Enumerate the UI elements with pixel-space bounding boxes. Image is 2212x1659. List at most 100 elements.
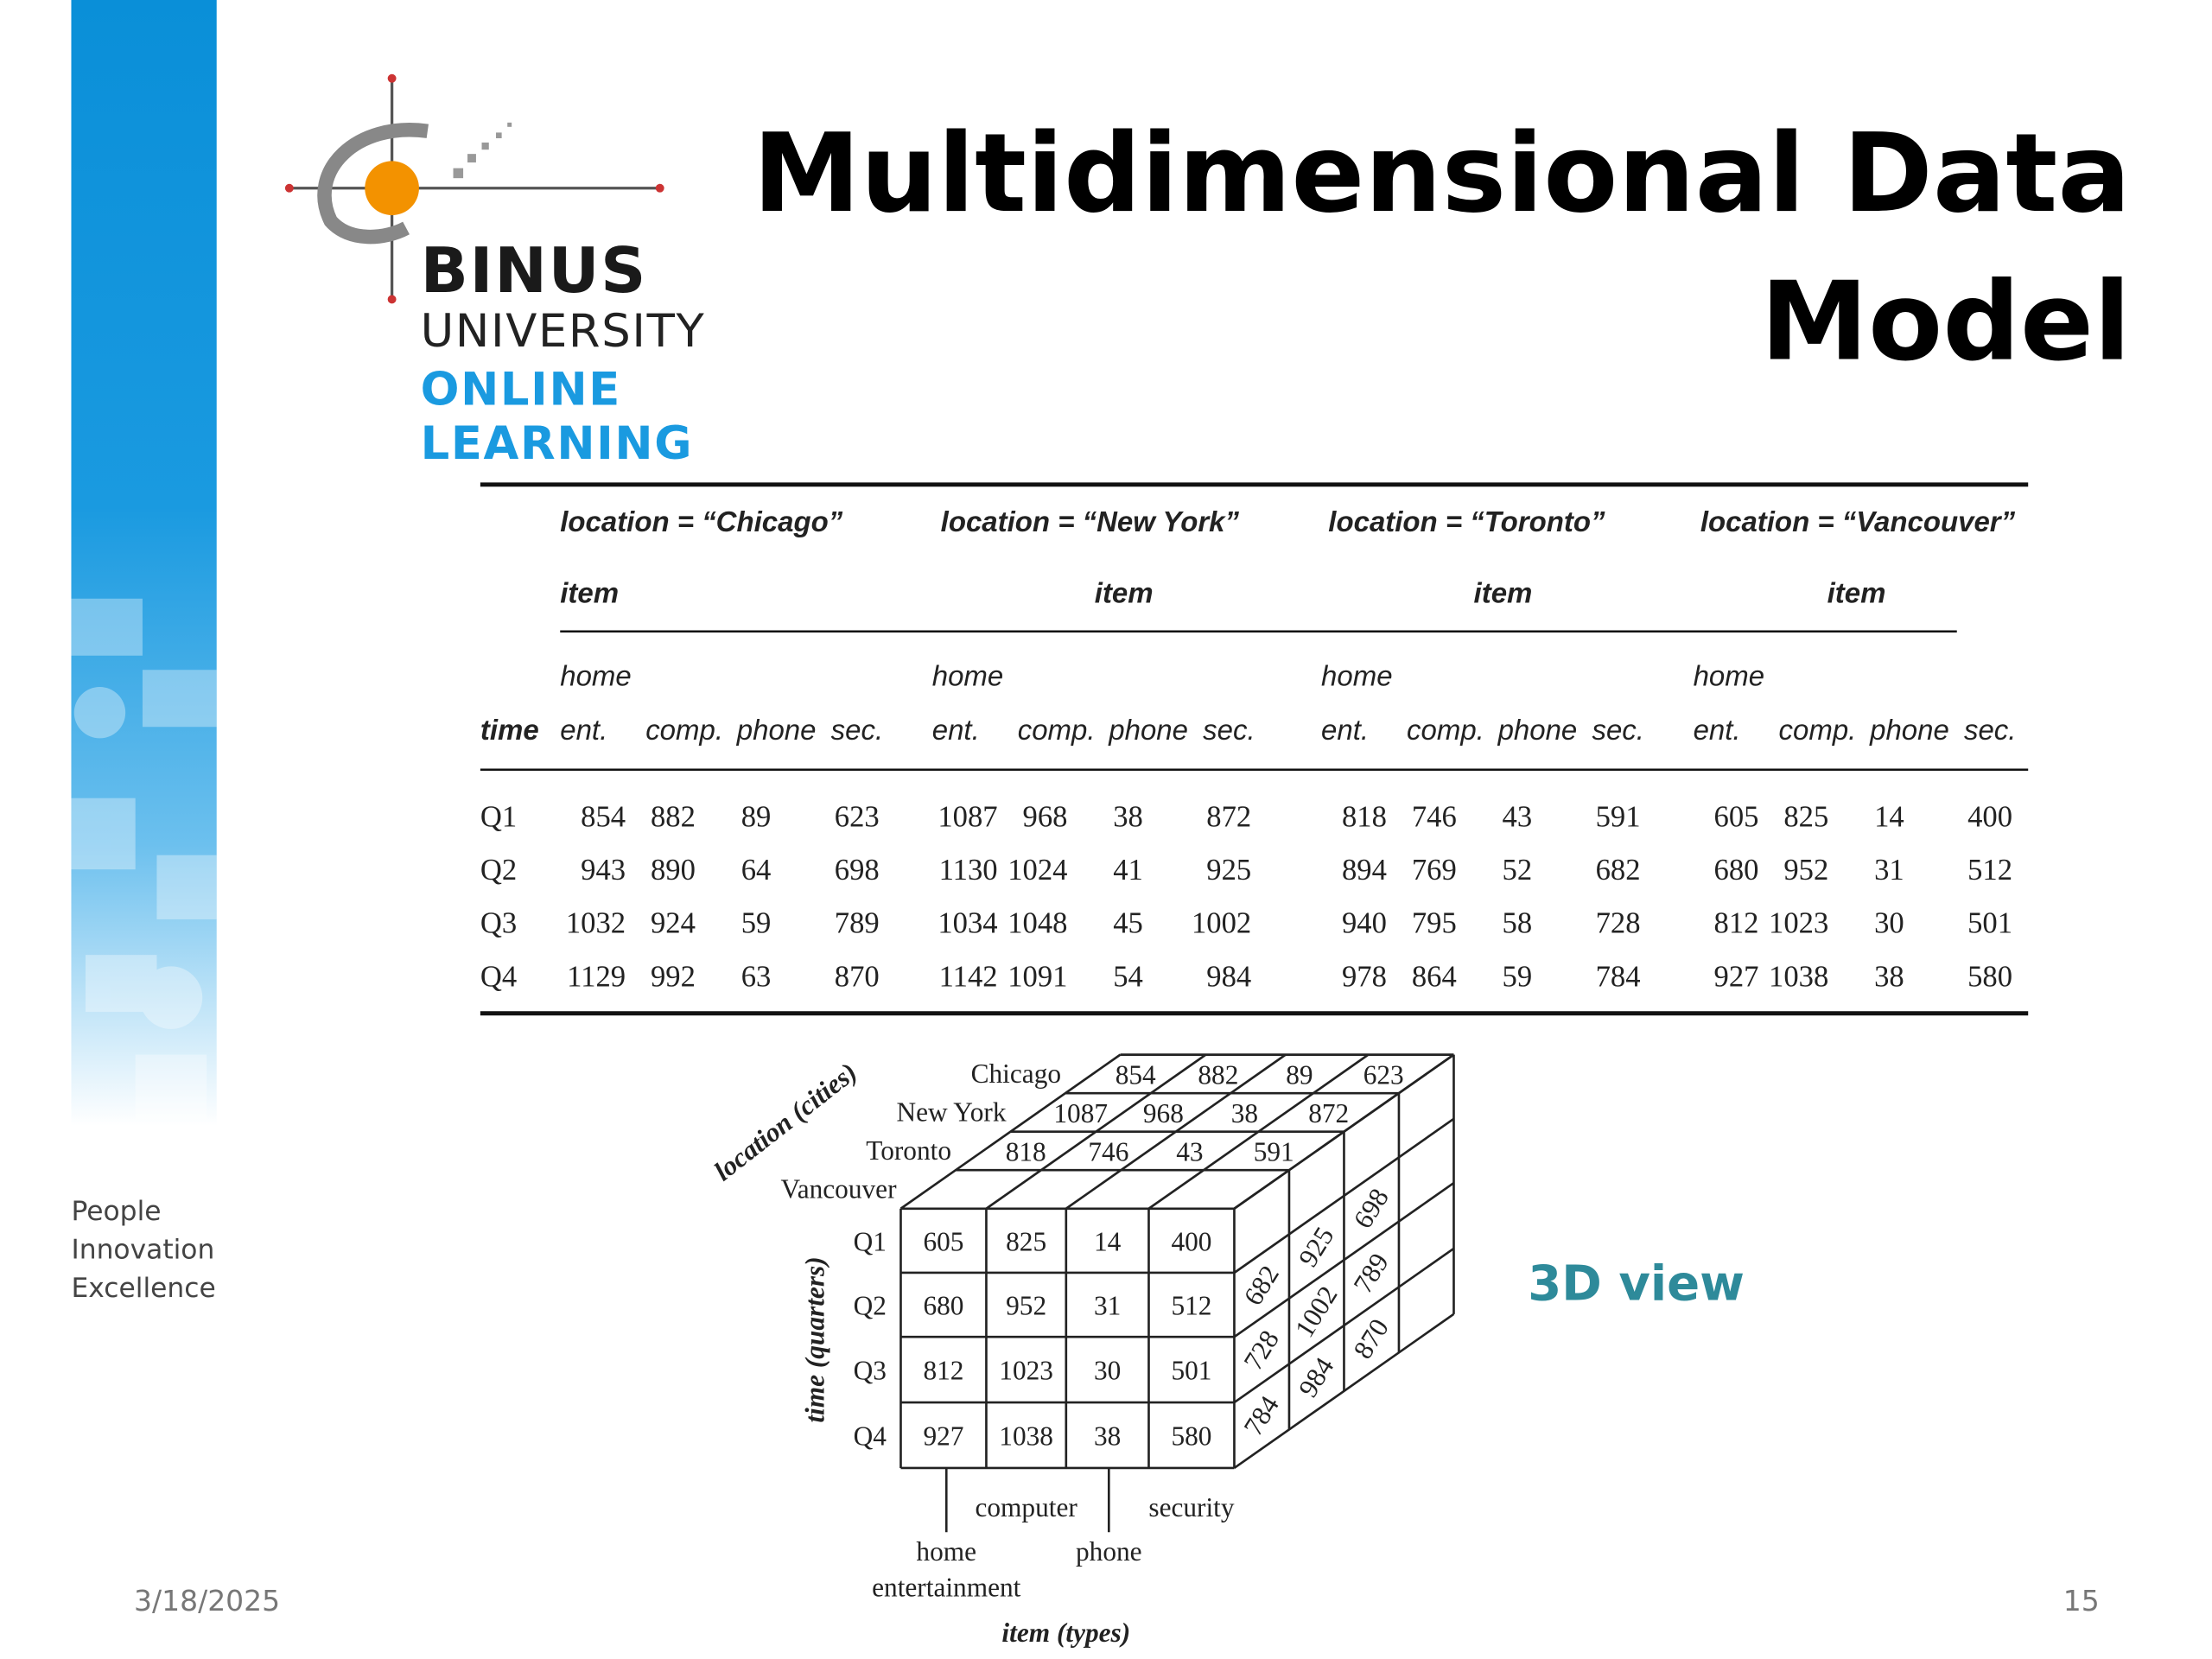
cell: 992: [651, 960, 696, 993]
cube-edge: [1233, 1117, 1455, 1274]
cube-front-value: 927: [923, 1421, 963, 1452]
cell: 63: [741, 960, 772, 993]
cube-top-value: 591: [1254, 1137, 1294, 1167]
item-header: item: [1827, 577, 1886, 609]
row-label: Q1: [480, 801, 517, 834]
cube-edge: [985, 1053, 1207, 1210]
cell: 54: [1113, 960, 1143, 993]
cube-top-value: 89: [1286, 1059, 1313, 1090]
cube-top-value: 854: [1116, 1059, 1156, 1090]
cell: 978: [1342, 960, 1387, 993]
cube-edge: [1065, 1053, 1287, 1210]
cell: 1087: [938, 801, 997, 834]
cell: 89: [741, 801, 772, 834]
column-header: comp.: [1018, 714, 1096, 746]
home-label: home: [932, 659, 1003, 691]
cube-edge: [1233, 1181, 1455, 1338]
column-header: comp.: [1779, 714, 1857, 746]
location-axis: location (cities): [709, 1057, 863, 1186]
city-label: New York: [896, 1096, 1006, 1127]
cube-front-value: 952: [1006, 1291, 1046, 1321]
cube-front-value: 580: [1171, 1421, 1211, 1452]
cell: 501: [1967, 907, 2012, 940]
side-bar: [71, 0, 217, 1127]
cell: 38: [1113, 801, 1143, 834]
tagline: Excellence: [71, 1273, 215, 1304]
cell: 789: [835, 907, 880, 940]
cell: 925: [1206, 854, 1251, 887]
cube-side-value: 698: [1347, 1183, 1395, 1233]
cell: 854: [581, 801, 626, 834]
cell: 894: [1342, 854, 1387, 887]
home-label: home: [1321, 659, 1392, 691]
logo-mark: [284, 73, 664, 304]
cube-edge: [1233, 1247, 1455, 1404]
cell: 59: [1503, 960, 1533, 993]
column-header: phone: [1869, 714, 1949, 746]
cube-edge: [1233, 1053, 1455, 1210]
footer-date: 3/18/2025: [134, 1584, 280, 1618]
logo-text: ONLINE: [421, 363, 621, 416]
quarter-label: Q1: [854, 1226, 887, 1256]
location-header: location = “New York”: [941, 505, 1240, 537]
item-header: item: [560, 577, 619, 609]
cell: 1038: [1769, 960, 1828, 993]
cell: 512: [1967, 854, 2012, 887]
cube-side-value: 925: [1293, 1222, 1340, 1272]
cube-front-value: 825: [1006, 1226, 1046, 1256]
cell: 64: [741, 854, 772, 887]
cube-top-value: 746: [1088, 1137, 1128, 1167]
cube-front-value: 1038: [999, 1421, 1053, 1452]
cube-side-value: 1002: [1289, 1281, 1344, 1343]
item-header: item: [1474, 577, 1533, 609]
item-label: phone: [1076, 1536, 1142, 1567]
location-header: location = “Chicago”: [560, 505, 842, 537]
cell: 795: [1412, 907, 1457, 940]
cell: 812: [1714, 907, 1759, 940]
cube-side-value: 728: [1237, 1325, 1285, 1375]
cell: 1048: [1007, 907, 1067, 940]
cube-top-value: 968: [1143, 1098, 1184, 1128]
cell: 1130: [939, 854, 998, 887]
item-label: entertainment: [872, 1572, 1021, 1602]
city-label: Toronto: [866, 1135, 951, 1166]
item-label: security: [1148, 1492, 1235, 1522]
cube-front-value: 38: [1094, 1421, 1121, 1452]
cube-front-value: 605: [923, 1226, 963, 1256]
cell: 680: [1714, 854, 1759, 887]
cube-edge: [1147, 1053, 1370, 1210]
cell: 1024: [1007, 854, 1067, 887]
cube-front-value: 1023: [999, 1356, 1053, 1386]
cube-side-value: 784: [1237, 1390, 1285, 1441]
logo-text: LEARNING: [421, 417, 694, 470]
column-header: ent.: [1694, 714, 1741, 746]
city-label: Chicago: [971, 1058, 1061, 1089]
city-label: Vancouver: [781, 1173, 898, 1204]
cube-side-value: 984: [1293, 1351, 1340, 1402]
cube-edge: [899, 1053, 1122, 1210]
item-label: computer: [975, 1492, 1077, 1522]
quarter-label: Q3: [854, 1356, 887, 1386]
cell: 968: [1023, 801, 1068, 834]
cell: 952: [1783, 854, 1828, 887]
cell: 58: [1503, 907, 1533, 940]
cell: 1129: [567, 960, 626, 993]
cell: 890: [651, 854, 696, 887]
cell: 1034: [938, 907, 997, 940]
tagline: People: [71, 1196, 161, 1227]
cell: 623: [835, 801, 880, 834]
home-label: home: [560, 659, 631, 691]
cell: 591: [1596, 801, 1641, 834]
home-label: home: [1694, 659, 1764, 691]
cube-top-value: 1087: [1053, 1098, 1108, 1128]
cell: 1002: [1192, 907, 1251, 940]
cube-front-value: 680: [923, 1291, 963, 1321]
cube-side-value: 870: [1347, 1313, 1395, 1363]
cube-front-value: 812: [923, 1356, 963, 1386]
cell: 52: [1503, 854, 1533, 887]
cell: 41: [1113, 854, 1143, 887]
column-header: comp.: [1407, 714, 1484, 746]
cube-top-value: 882: [1198, 1059, 1238, 1090]
title: Model: [1760, 259, 2131, 385]
cell: 943: [581, 854, 626, 887]
